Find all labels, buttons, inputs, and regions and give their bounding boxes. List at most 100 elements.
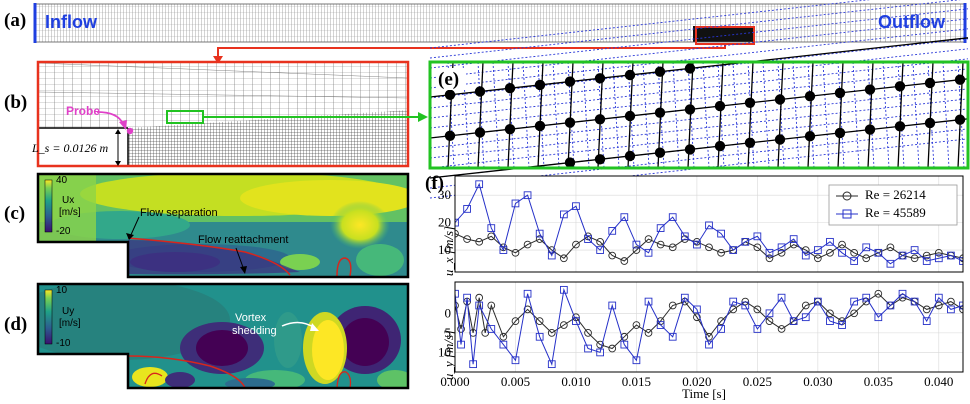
cbar-ux-title: Ux <box>62 195 75 206</box>
data-point <box>511 317 520 325</box>
y-axis-label-ux: u_x [m/s] <box>441 225 456 277</box>
data-point <box>886 243 895 252</box>
mesh-node <box>564 76 576 87</box>
outflow-label: Outflow <box>878 12 945 32</box>
data-point <box>862 293 871 302</box>
data-point <box>680 232 689 241</box>
panel-e-frame <box>428 60 970 170</box>
panel-d-contour <box>36 282 410 390</box>
mesh-node <box>594 154 606 165</box>
data-point <box>693 305 701 314</box>
data-point <box>826 248 834 257</box>
data-point <box>922 257 931 265</box>
data-point <box>632 246 641 254</box>
data-point <box>729 297 738 306</box>
data-point <box>789 240 798 249</box>
y-axis-label-uy: u_y [m/s] <box>441 329 456 381</box>
data-point <box>487 301 496 310</box>
data-point <box>850 257 858 265</box>
data-point <box>729 246 738 254</box>
data-point <box>547 251 556 260</box>
data-point <box>632 356 641 365</box>
mesh-node <box>864 124 876 135</box>
mesh-node <box>834 127 846 139</box>
panel-e-label: (e) <box>438 69 460 90</box>
data-point <box>753 232 762 241</box>
mesh-node <box>534 120 546 132</box>
data-point <box>947 297 955 306</box>
data-point <box>814 246 822 254</box>
data-point <box>801 251 810 260</box>
data-point <box>475 237 484 246</box>
probe-marker <box>126 127 134 135</box>
data-point <box>596 246 604 254</box>
data-point <box>777 325 786 333</box>
probe-label: Probe <box>66 104 101 118</box>
mesh-node <box>444 130 456 141</box>
data-point <box>584 329 592 337</box>
separation-line-c <box>127 237 291 276</box>
x-tick-label: 0.020 <box>682 374 711 389</box>
mesh-node <box>654 66 666 77</box>
data-point <box>487 224 496 232</box>
data-point <box>523 305 532 314</box>
data-point <box>535 317 544 325</box>
data-point <box>934 293 943 302</box>
data-point <box>632 240 641 249</box>
data-point <box>777 243 786 252</box>
data-point <box>705 243 713 252</box>
panel-a-mesh <box>33 3 967 64</box>
data-point <box>511 199 520 208</box>
data-point <box>499 332 508 341</box>
mesh-node <box>954 74 966 85</box>
data-point <box>644 248 653 257</box>
data-point <box>777 293 786 302</box>
data-point <box>886 259 895 268</box>
cbar-ux-min: -20 <box>56 226 71 237</box>
series-line <box>455 182 963 265</box>
panel-c-frame <box>36 172 410 279</box>
data-point <box>765 254 774 263</box>
mesh-node <box>474 127 486 138</box>
zoom-arrow <box>217 44 726 58</box>
data-point <box>572 317 580 325</box>
x-tick-label: 0.000 <box>440 374 469 389</box>
data-point <box>668 213 677 221</box>
mesh-node <box>624 150 636 162</box>
x-tick-label: 0.035 <box>864 374 893 389</box>
data-point <box>874 313 883 322</box>
data-point <box>560 254 568 263</box>
data-point <box>947 305 955 314</box>
data-point <box>608 227 617 235</box>
mesh-node <box>714 100 726 112</box>
data-point <box>705 340 713 349</box>
y-tick-label: 5 <box>445 325 452 340</box>
panel-f-label: (f) <box>425 173 444 194</box>
data-point <box>693 240 701 249</box>
data-point <box>475 180 484 189</box>
data-point <box>947 251 955 260</box>
data-point <box>608 301 617 310</box>
data-point <box>850 297 858 306</box>
data-point <box>584 344 592 353</box>
data-point <box>572 240 580 249</box>
panel-d-label: (d) <box>4 314 28 335</box>
y-tick-label: 0 <box>445 305 452 320</box>
mesh-node <box>444 89 456 101</box>
colorbar-uy <box>44 289 53 345</box>
data-point <box>644 329 653 337</box>
data-point <box>463 235 471 243</box>
data-point <box>910 254 919 263</box>
data-point <box>862 243 871 252</box>
data-point <box>922 251 931 260</box>
y-tick-label: 30 <box>438 187 451 202</box>
data-point <box>560 210 568 219</box>
legend-entry-1: Re = 26214 <box>865 187 926 202</box>
panel-f-chart: 10 20 30 0 5 10 0.000 0.005 0.010 0.015 0.020 0.025… <box>438 175 964 389</box>
data-point <box>547 360 556 369</box>
data-point <box>547 329 556 337</box>
data-point <box>596 237 604 246</box>
data-point <box>753 243 762 252</box>
data-point <box>463 205 471 213</box>
panel-b-frame <box>36 60 410 168</box>
